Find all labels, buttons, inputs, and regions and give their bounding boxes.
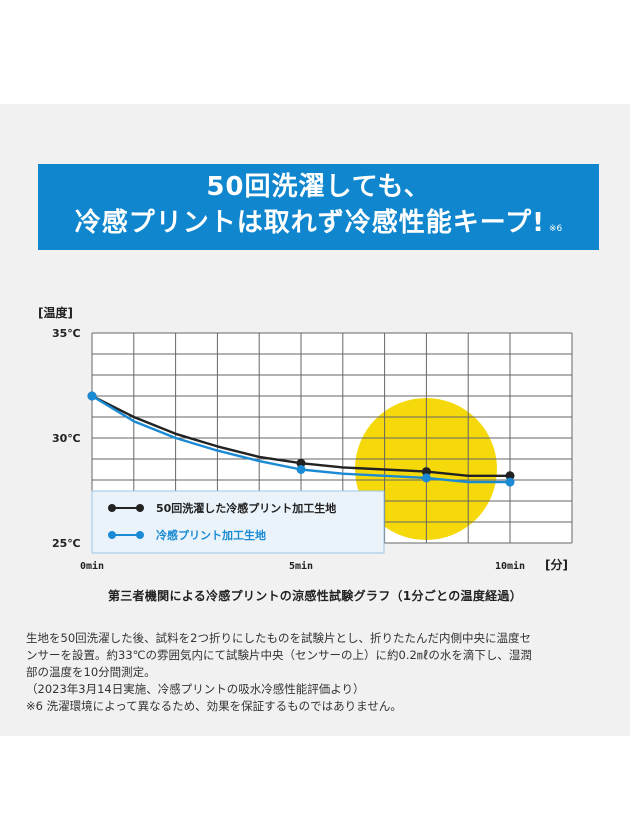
series-1-point [421, 467, 431, 477]
chart-caption: 第三者機関による冷感プリントの涼感性試験グラフ（1分ごとの温度経過） [107, 589, 523, 603]
note-line: （2023年3月14日実施、冷感プリントの吸水冷感性能評価より） [26, 682, 365, 696]
legend-swatch-dot [108, 504, 116, 512]
y-tick-label: 25℃ [52, 537, 81, 550]
note-line: ※6 洗濯環境によって異なるため、効果を保証するものではありません。 [26, 699, 402, 713]
legend-swatch-dot [136, 531, 144, 539]
headline-line-1: 50回洗濯しても、 [206, 172, 431, 202]
series-2-point [505, 477, 515, 487]
test-notes: 生地を50回洗濯した後、試料を2つ折りにしたものを試験片とし、折りたたんだ内側中… [26, 630, 611, 715]
x-axis-unit-label: [分] [545, 557, 568, 572]
series-2-point [87, 391, 97, 401]
legend-label: 50回洗濯した冷感プリント加工生地 [156, 501, 336, 515]
headline-line-2: 冷感プリントは取れず冷感性能キープ! ※6 [38, 208, 599, 244]
series-2-point [296, 465, 306, 474]
series-2-point [421, 473, 431, 483]
headline-line-2-text: 冷感プリントは取れず冷感性能キープ! [74, 208, 546, 238]
y-tick-label: 30℃ [52, 432, 81, 445]
legend-label: 冷感プリント加工生地 [156, 528, 266, 542]
headline-footnote-mark: ※6 [549, 224, 563, 234]
y-axis-unit-label: [温度] [38, 305, 73, 320]
series-1-point [505, 471, 515, 481]
series-1-point [296, 458, 306, 468]
x-tick-label: 5min [289, 560, 313, 572]
note-line: 部の温度を10分間測定。 [26, 665, 156, 679]
y-tick-label: 35℃ [52, 327, 81, 340]
headline-banner: 50回洗濯しても、 冷感プリントは取れず冷感性能キープ! ※6 [38, 164, 599, 250]
legend-swatch-dot [136, 504, 144, 512]
legend-swatch-dot [108, 531, 116, 539]
x-tick-label: 0min [80, 560, 104, 572]
note-line: 生地を50回洗濯した後、試料を2つ折りにしたものを試験片とし、折りたたんだ内側中… [26, 631, 531, 645]
note-line: ンサーを設置。約33℃の雰囲気内にて試験片中央（センサーの上）に約0.2㎖の水を… [26, 648, 532, 662]
x-tick-label: 10min [495, 560, 525, 572]
legend-box [91, 490, 385, 554]
